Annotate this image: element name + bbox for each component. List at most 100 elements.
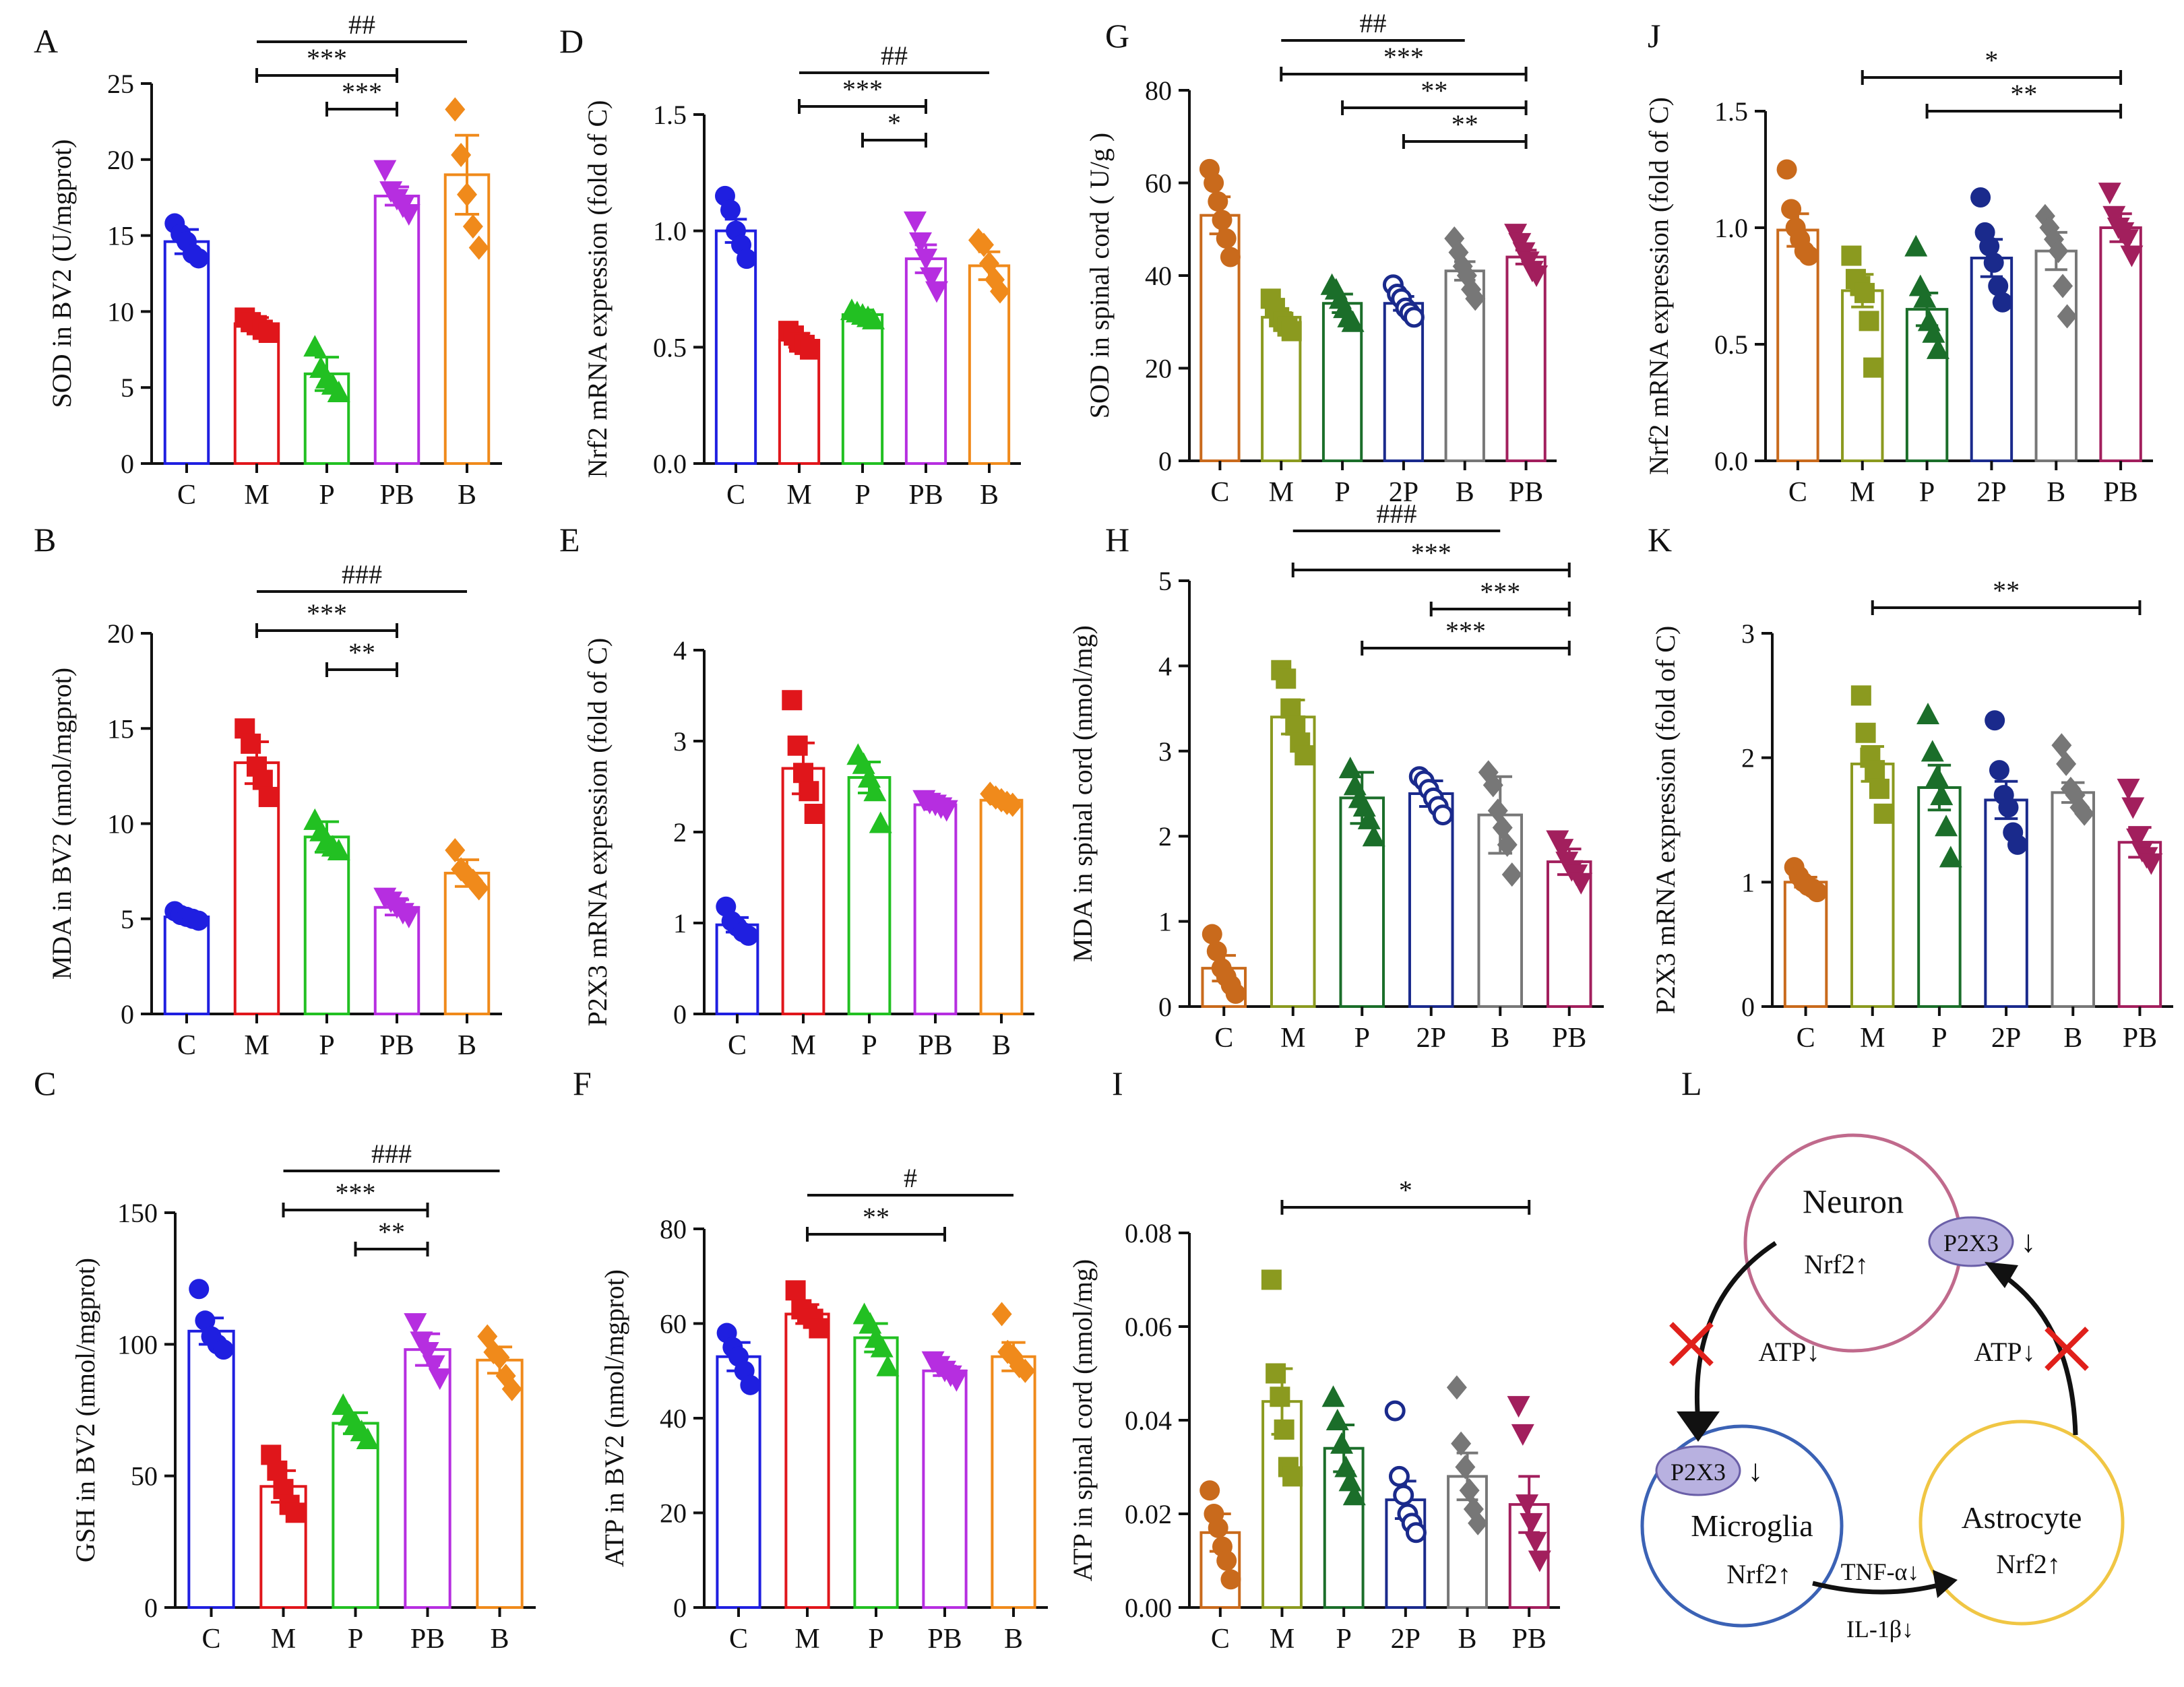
atp-right-label: ATP↓ <box>1974 1337 2035 1367</box>
significance-label: ### <box>371 1139 412 1169</box>
data-point <box>188 248 209 269</box>
data-point <box>809 1318 830 1339</box>
data-point <box>397 204 420 226</box>
data-point <box>1925 765 1949 787</box>
y-tick-label: 0 <box>1741 992 1755 1022</box>
cross-right-icon <box>2045 1327 2089 1371</box>
data-point <box>1455 1455 1476 1479</box>
x-tick-label: PB <box>1552 1023 1586 1054</box>
arrow-neuron-to-microglia <box>1694 1241 1777 1422</box>
y-tick-label: 0.04 <box>1125 1405 1172 1436</box>
chart-panel-i: I 0.00 0.02 0.04 0.06 0.08 ATP in spinal cord … <box>1067 1064 1560 1655</box>
data-point <box>870 1335 894 1358</box>
data-point <box>1216 228 1237 249</box>
x-tick-label: M <box>1860 1023 1885 1054</box>
x-tick-label: M <box>794 1624 819 1655</box>
y-tick-label: 20 <box>107 618 134 649</box>
y-tick-label: 10 <box>107 809 134 839</box>
x-tick-label: B <box>1004 1624 1023 1655</box>
x-tick-label: PB <box>379 480 414 511</box>
data-point <box>793 763 813 784</box>
x-tick-label: 2P <box>1976 477 2006 508</box>
data-point <box>188 910 209 931</box>
x-tick-label: C <box>1214 1023 1233 1054</box>
y-tick-label: 3 <box>1741 618 1755 649</box>
data-point <box>1551 839 1574 861</box>
data-point <box>1362 825 1385 847</box>
x-tick-label: C <box>1210 477 1229 508</box>
y-tick-label: 1 <box>1741 867 1755 897</box>
x-tick-label: P <box>348 1624 363 1655</box>
x-tick-label: C <box>177 480 196 511</box>
data-point <box>1569 872 1593 895</box>
data-point <box>1199 1480 1220 1501</box>
arrow-microglia-to-astrocyte <box>1812 1581 1941 1595</box>
y-axis-label: P2X3 mRNA expression (fold of C) <box>582 638 613 1027</box>
y-axis-label: SOD in BV2 (U/mgprot) <box>46 139 77 408</box>
significance-label: ** <box>863 1202 890 1232</box>
data-point <box>935 800 958 822</box>
neuron-nrf2-label: Nrf2↑ <box>1804 1249 1869 1279</box>
data-point <box>445 838 466 863</box>
data-point <box>925 281 949 303</box>
x-tick-label: 2P <box>1389 477 1418 508</box>
y-axis-label: Nrf2 mRNA expression (fold of C) <box>1644 97 1674 475</box>
data-point <box>1776 159 1797 180</box>
data-point <box>799 781 819 802</box>
panel-letter: B <box>34 521 56 559</box>
data-point <box>1274 1419 1294 1440</box>
arrow-head-microglia-to-astrocyte <box>1933 1570 1958 1598</box>
significance-label: *** <box>1445 616 1486 646</box>
data-point <box>1015 1358 1036 1383</box>
x-tick-label: M <box>1850 477 1875 508</box>
chart-panel-a: A 0 5 10 15 20 25 SOD in BV2 (U/mgprot) C M P PB B ##… <box>34 9 502 511</box>
significance-label: *** <box>342 77 382 107</box>
x-tick-label: P <box>854 480 870 511</box>
data-point <box>1979 236 2000 257</box>
y-tick-label: 40 <box>660 1403 687 1434</box>
x-tick-label: 2P <box>1991 1023 2021 1054</box>
y-tick-label: 15 <box>107 221 134 251</box>
data-point <box>903 211 927 233</box>
data-point <box>422 1355 445 1377</box>
bar-b <box>2051 791 2095 1008</box>
data-point <box>737 249 757 269</box>
significance-label: ** <box>1421 75 1447 106</box>
data-point <box>800 339 821 360</box>
x-tick-label: P <box>868 1624 883 1655</box>
x-tick-label: B <box>2063 1023 2082 1054</box>
panel-letter: F <box>573 1064 592 1102</box>
y-tick-label: 0.08 <box>1125 1218 1172 1248</box>
data-point <box>1511 1424 1534 1446</box>
neuron-p2x3-down-arrow: ↓ <box>2021 1224 2036 1259</box>
y-tick-label: 1.0 <box>1714 213 1748 243</box>
x-tick-label: PB <box>908 480 943 511</box>
bar-pb <box>1505 255 1547 462</box>
x-tick-label: PB <box>918 1030 952 1061</box>
x-tick-label: PB <box>927 1624 962 1655</box>
arrow-head-astrocyte-to-neuron <box>1985 1262 2018 1288</box>
x-tick-label: B <box>2047 477 2065 508</box>
data-point <box>862 307 885 329</box>
data-point <box>1850 685 1871 706</box>
data-point <box>1524 1531 1547 1554</box>
data-point <box>1451 1431 1472 1456</box>
data-point <box>2051 733 2072 758</box>
data-point <box>1330 1432 1354 1454</box>
significance-label: *** <box>307 43 347 73</box>
y-tick-label: 80 <box>660 1214 687 1244</box>
data-point <box>285 1502 306 1523</box>
data-point <box>1338 1469 1362 1492</box>
significance-label: ### <box>342 559 382 590</box>
data-point <box>1799 245 1819 266</box>
microglia-p2x3-label: P2X3 <box>1671 1459 1726 1486</box>
y-tick-label: 40 <box>1145 261 1172 291</box>
y-tick-label: 5 <box>121 904 134 934</box>
y-tick-label: 2 <box>673 817 687 848</box>
microglia-label: Microglia <box>1691 1508 1813 1543</box>
data-point <box>2140 853 2163 875</box>
y-tick-label: 1.5 <box>1714 96 1748 127</box>
y-tick-label: 5 <box>1158 566 1172 596</box>
x-tick-label: M <box>1280 1023 1305 1054</box>
data-point <box>1212 210 1233 230</box>
